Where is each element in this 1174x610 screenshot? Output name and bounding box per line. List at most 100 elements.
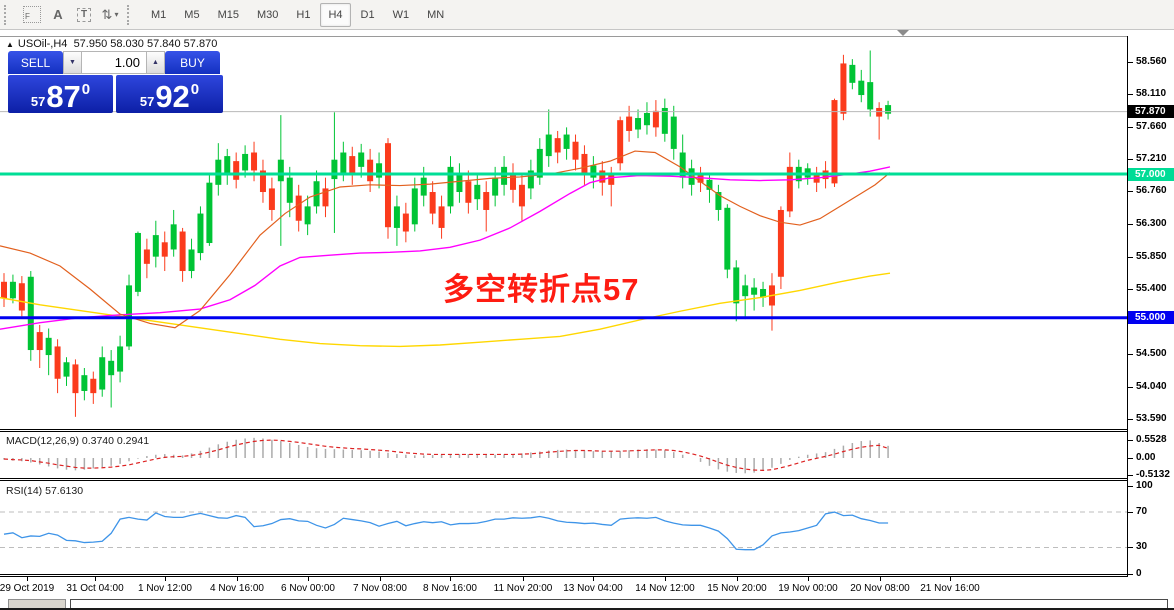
time-tick [95,577,96,581]
timeframe-button-m30[interactable]: M30 [256,8,279,21]
price-tag-57.000: 57.000 [1128,167,1174,181]
macd-label: MACD(12,26,9) 0.3740 0.2941 [6,435,149,447]
axis-tick [1128,574,1133,575]
symbol-ohlc: 57.950 58.030 57.840 57.870 [73,38,218,50]
price-axis[interactable]: 58.560 58.110 57.660 57.210 56.760 56.300 55.8… [1128,30,1174,598]
rsi-name: RSI(14) [6,485,43,497]
time-label: 15 Nov 20:00 [707,583,767,594]
time-label: 21 Nov 16:00 [920,583,980,594]
volume-input[interactable]: 1.00 [82,51,146,74]
frame-f-tool-button[interactable]: F [19,3,45,27]
time-label: 4 Nov 16:00 [210,583,264,594]
symbol-triangle-icon: ▲ [6,40,14,49]
axis-tick [1128,485,1133,487]
axis-tick [1128,386,1133,388]
rsi-panel-canvas[interactable] [0,481,1128,577]
toolbar-grip[interactable] [4,4,13,25]
window-bottom-strip [0,598,1174,608]
timeframe-group: M1 M5 M15 M30 H1 H4 D1 W1 MN [142,2,453,27]
price-tick-label: 55.400 [1136,282,1167,294]
bottom-quick-bar[interactable] [70,599,1168,608]
rsi-tick-label: 0 [1136,568,1142,579]
volume-decrease-button[interactable]: ▼ [63,51,82,74]
rsi-label: RSI(14) 57.6130 [6,485,83,497]
axis-tick [1128,191,1133,193]
axis-tick [1128,158,1133,160]
rsi-tick-label: 30 [1136,541,1148,553]
axis-tick [1128,224,1133,226]
axis-tick [1128,94,1133,96]
sell-price-button[interactable]: 57 87 0 [8,75,113,113]
price-tag-57.870: 57.870 [1128,105,1174,119]
time-tick [665,577,666,581]
sell-price-point: 0 [81,81,91,98]
time-tick [380,577,381,581]
timeframe-button-m5[interactable]: M5 [184,8,200,21]
price-tick-label: 54.040 [1136,380,1167,392]
time-axis[interactable]: 29 Oct 2019 31 Oct 04:00 1 Nov 12:00 4 Nov … [0,577,1128,598]
volume-increase-button[interactable]: ▲ [146,51,165,74]
macd-name: MACD(12,26,9) [6,435,79,447]
time-label: 13 Nov 04:00 [563,583,623,594]
axis-tick [1128,288,1133,290]
macd-main-value: 0.3740 [81,435,114,447]
time-label: 14 Nov 12:00 [635,583,695,594]
macd-tick-label: 0.5528 [1136,434,1167,445]
timeframe-button-w1[interactable]: W1 [392,8,410,21]
sell-price-pips: 87 [46,79,81,114]
arrows-tool-button[interactable]: ⇅ ▾ [97,3,123,27]
timeframe-button-m1[interactable]: M1 [151,8,167,21]
buy-button[interactable]: BUY [165,51,220,74]
time-tick [27,577,28,581]
toolbar: F A T ⇅ ▾ M1 M5 M15 M30 H1 H4 D1 W1 MN [0,0,1174,30]
time-label: 31 Oct 04:00 [66,583,124,594]
price-tick-label: 58.110 [1136,88,1167,100]
macd-panel-canvas[interactable] [0,432,1128,481]
time-tick [880,577,881,581]
axis-tick [1128,440,1133,441]
buy-price-button[interactable]: 57 92 0 [116,75,223,113]
bottom-tab[interactable] [8,599,66,608]
axis-tick [1128,62,1133,63]
price-tick-label: 57.210 [1136,152,1167,164]
frame-f-icon: F [23,6,41,23]
price-tick-label: 56.760 [1136,185,1167,197]
price-tick-label: 58.560 [1136,56,1167,67]
macd-signal-value: 0.2941 [116,435,150,447]
buy-price-integer: 57 [139,94,155,109]
axis-tick [1128,512,1133,514]
timeframe-button-h1[interactable]: H1 [296,8,311,21]
timeframe-button-h4[interactable]: H4 [320,2,351,27]
timeframe-button-mn[interactable]: MN [427,8,445,21]
axis-tick [1128,126,1133,128]
time-label: 8 Nov 16:00 [423,583,477,594]
rsi-tick-label: 100 [1136,479,1153,491]
time-tick [737,577,738,581]
time-label: 20 Nov 08:00 [850,583,910,594]
symbol-name: USOil-,H4 [17,38,68,50]
label-tool-button[interactable]: T [71,3,97,27]
time-label: 1 Nov 12:00 [138,583,192,594]
axis-tick [1128,256,1133,258]
timeframe-button-m15[interactable]: M15 [217,8,239,21]
chart-text-annotation[interactable]: 多空转折点57 [443,272,640,307]
time-tick [950,577,951,581]
macd-tick-label: -0.5132 [1136,468,1170,480]
arrows-tool-icon: ⇅ [101,6,113,22]
timeframes-grip[interactable] [127,4,136,25]
time-label: 6 Nov 00:00 [281,583,335,594]
time-tick [808,577,809,581]
one-click-trading-panel: SELL ▼ 1.00 ▲ BUY 57 87 0 57 92 0 [8,51,223,113]
text-tool-button[interactable]: A [45,3,71,27]
timeframe-button-d1[interactable]: D1 [360,8,375,21]
time-label: 29 Oct 2019 [0,583,55,594]
time-tick [450,577,451,581]
macd-tick-label: 0.00 [1136,452,1156,463]
axis-tick [1128,353,1133,355]
axis-tick [1128,547,1133,549]
rsi-tick-label: 70 [1136,506,1148,518]
sell-button[interactable]: SELL [8,51,63,74]
time-label: 19 Nov 00:00 [778,583,838,594]
time-label: 7 Nov 08:00 [353,583,407,594]
